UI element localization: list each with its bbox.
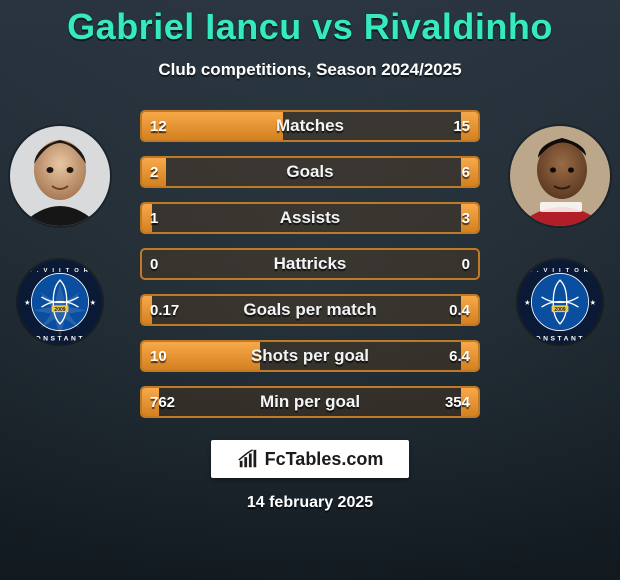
- brand-text: FcTables.com: [265, 449, 384, 470]
- stat-right-value: 6: [454, 158, 478, 186]
- stat-left-value: 0.17: [142, 296, 187, 324]
- stat-label: Goals: [142, 158, 478, 186]
- stat-left-value: 0: [142, 250, 166, 278]
- stat-row: Matches1215: [140, 110, 480, 142]
- stat-left-value: 762: [142, 388, 183, 416]
- stat-left-value: 10: [142, 342, 175, 370]
- stat-right-value: 0.4: [441, 296, 478, 324]
- stat-right-value: 354: [437, 388, 478, 416]
- stat-row: Goals per match0.17 0.4: [140, 294, 480, 326]
- stat-right-value: 6.4: [441, 342, 478, 370]
- page-title: Gabriel Iancu vs Rivaldinho: [0, 6, 620, 48]
- stat-row: Hattricks0 0: [140, 248, 480, 280]
- stat-label: Goals per match: [142, 296, 478, 324]
- stat-left-value: 2: [142, 158, 166, 186]
- stats-bars: Matches1215Goals26Assists13Hattricks00Go…: [140, 110, 480, 432]
- subtitle: Club competitions, Season 2024/2025: [0, 60, 620, 80]
- stat-row: Min per goal762 354: [140, 386, 480, 418]
- stat-left-value: 1: [142, 204, 166, 232]
- stat-right-value: 15: [445, 112, 478, 140]
- stat-label: Assists: [142, 204, 478, 232]
- stat-left-value: 12: [142, 112, 175, 140]
- stat-row: Shots per goal106.4: [140, 340, 480, 372]
- stat-row: Assists1 3: [140, 202, 480, 234]
- stat-label: Min per goal: [142, 388, 478, 416]
- stat-right-value: 3: [454, 204, 478, 232]
- stat-right-value: 0: [454, 250, 478, 278]
- brand-box: FcTables.com: [211, 440, 410, 478]
- stat-row: Goals2 6: [140, 156, 480, 188]
- stat-label: Hattricks: [142, 250, 478, 278]
- brand-chart-icon: [237, 448, 259, 470]
- date-text: 14 february 2025: [247, 494, 373, 512]
